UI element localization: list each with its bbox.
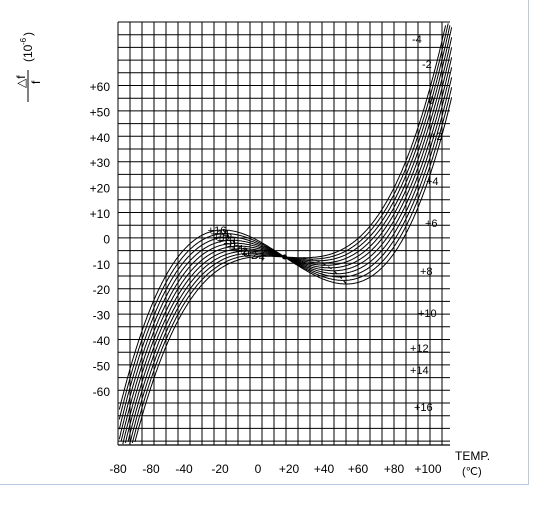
x-axis-unit: (℃) [462,466,482,478]
x-tick-label: -80 [109,462,127,476]
curve-label-right: +4 [426,176,439,188]
curve-label-left: +10 [217,235,236,247]
y-tick-label: -40 [93,334,111,348]
y-tick-label: 0 [103,232,110,246]
y-tick-label: +60 [90,80,111,94]
turnover-locus-low [222,229,267,257]
curve-label-left: +8 [223,238,236,250]
curve-+2 [127,27,453,442]
curve-+10 [118,67,453,440]
x-tick-label: -80 [142,462,160,476]
y-tick-label: -60 [93,385,111,399]
y-tick-label: +20 [90,182,111,196]
labels: +60+50+40+30+20+100-10-20-30-40-50-60-80… [90,34,443,476]
y-tick-label: +40 [90,131,111,145]
x-tick-label: +40 [314,462,335,476]
y-label-delta-f: △f [14,75,28,88]
x-tick-label: -40 [175,462,193,476]
inflection-point [282,254,288,260]
x-tick-label: +60 [348,462,369,476]
y-axis-label: △f f (10 -6 ) [14,32,43,102]
x-tick-label: 0 [255,462,262,476]
x-axis-label: TEMP. [455,449,490,463]
curve-+14 [118,87,453,420]
curve-label-left: 0 [243,248,249,260]
curve-+6 [122,47,453,445]
y-tick-label: -10 [93,258,111,272]
curve-+12 [118,77,453,430]
curve-label-left: +14 [211,229,230,241]
curve-label-right: +2 [430,131,443,143]
curve--2 [131,23,449,444]
curve-label-left: -4 [255,251,265,263]
y-tick-label: -20 [93,283,111,297]
x-tick-label: +20 [279,462,300,476]
curve--4 [134,25,447,443]
curve-label-right: +12 [410,343,429,355]
curve-label-right: -2 [422,59,432,71]
y-label-unit-close: ) [21,32,35,36]
y-tick-label: -30 [93,309,111,323]
curve-label-right: +16 [414,402,433,414]
y-tick-label: +30 [90,156,111,170]
curve-label-left: +16 [208,225,227,237]
y-tick-label: -50 [93,359,111,373]
curve-label-left: -2 [247,250,257,262]
figure-frame [0,0,529,485]
curves [118,23,453,445]
y-tick-label: +10 [90,207,111,221]
curve-label-left: +6 [227,241,240,253]
y-label-exponent: -6 [19,37,28,45]
curve-label-right: +6 [425,218,438,230]
x-tick-label: +80 [384,462,405,476]
y-label-f: f [29,80,43,84]
curve-label-right: -4 [412,34,422,46]
curve-+16 [118,97,453,410]
curve-label-right: +8 [420,266,433,278]
curve-label-right: +14 [410,365,429,377]
curve-label-right: +10 [418,308,437,320]
curve-label-right: 0 [428,95,434,107]
curve-label-left: +2 [235,246,248,258]
curve-label-left: +12 [214,232,233,244]
y-label-unit: (10 [21,44,35,62]
curve-label-left: +4 [231,244,244,256]
grid [117,21,450,446]
x-tick-label: -20 [211,462,229,476]
x-tick-label: +100 [414,462,441,476]
y-tick-label: +50 [90,105,111,119]
turnover-locus-high [303,257,347,285]
